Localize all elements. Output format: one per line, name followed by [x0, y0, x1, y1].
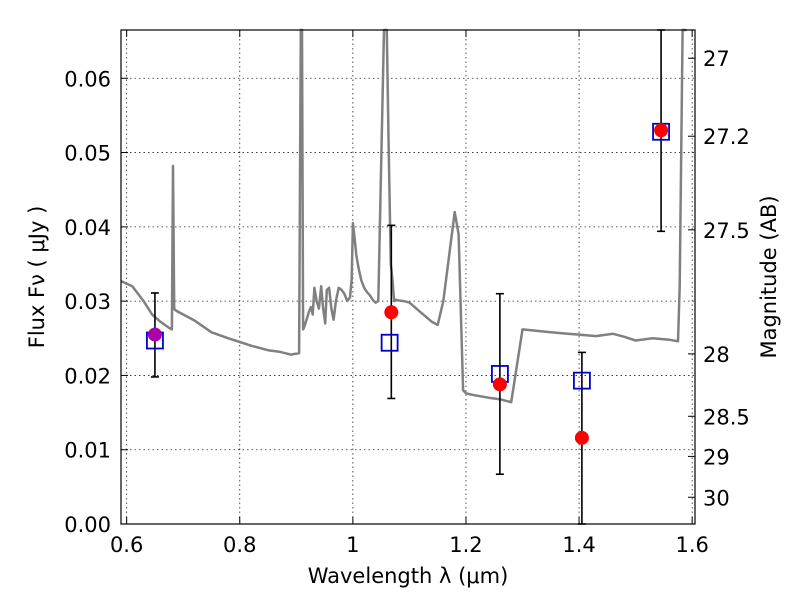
observed-point [574, 430, 589, 445]
x-tick-labels: 0.6 0.8 1 1.2 1.4 1.6 [110, 533, 709, 557]
observed-points-group [147, 123, 669, 445]
grid-lines [121, 30, 695, 524]
right-axis-title: Magnitude (AB) [757, 195, 781, 358]
y-tick-label: 0.06 [64, 67, 111, 91]
sed-model-group [120, 28, 687, 404]
x-axis-title: Wavelength λ (μm) [308, 564, 509, 588]
right-tick-label: 27 [703, 47, 730, 71]
y-tick-label: 0.00 [64, 513, 111, 537]
plot-background [121, 30, 695, 524]
x-tick-label: 1.2 [449, 533, 482, 557]
y-tick-label: 0.02 [64, 364, 111, 388]
sed-model-line [120, 28, 687, 404]
right-tick-label: 28 [703, 343, 730, 367]
x-tick-label: 0.6 [110, 533, 143, 557]
right-tick-label: 28.5 [703, 405, 750, 429]
x-tick-label: 1.4 [562, 533, 595, 557]
right-tick-label: 27.2 [703, 125, 750, 149]
plot-frame [120, 29, 696, 525]
right-tick-label: 30 [703, 486, 730, 510]
x-tick-label: 1 [346, 533, 359, 557]
right-tick-labels: 27 27.2 27.5 28 28.5 29 30 [703, 47, 750, 510]
observed-point [654, 123, 669, 138]
y-tick-label: 0.04 [64, 216, 111, 240]
y-tick-label: 0.01 [64, 439, 111, 463]
axis-ticks [121, 30, 695, 525]
y-tick-labels: 0.00 0.01 0.02 0.03 0.04 0.05 0.06 [64, 67, 111, 537]
observed-point [384, 305, 399, 320]
y-axis-title: Flux Fν ( μJy ) [25, 206, 49, 349]
right-tick-label: 29 [703, 445, 730, 469]
right-tick-label: 27.5 [703, 219, 750, 243]
model-photometry-box [380, 333, 399, 352]
observed-point [492, 377, 507, 392]
y-tick-label: 0.05 [64, 142, 111, 166]
model-photometry-box [572, 371, 591, 390]
y-tick-label: 0.03 [64, 290, 111, 314]
observed-point [147, 327, 162, 342]
x-tick-label: 1.6 [675, 533, 708, 557]
x-tick-label: 0.8 [223, 533, 256, 557]
